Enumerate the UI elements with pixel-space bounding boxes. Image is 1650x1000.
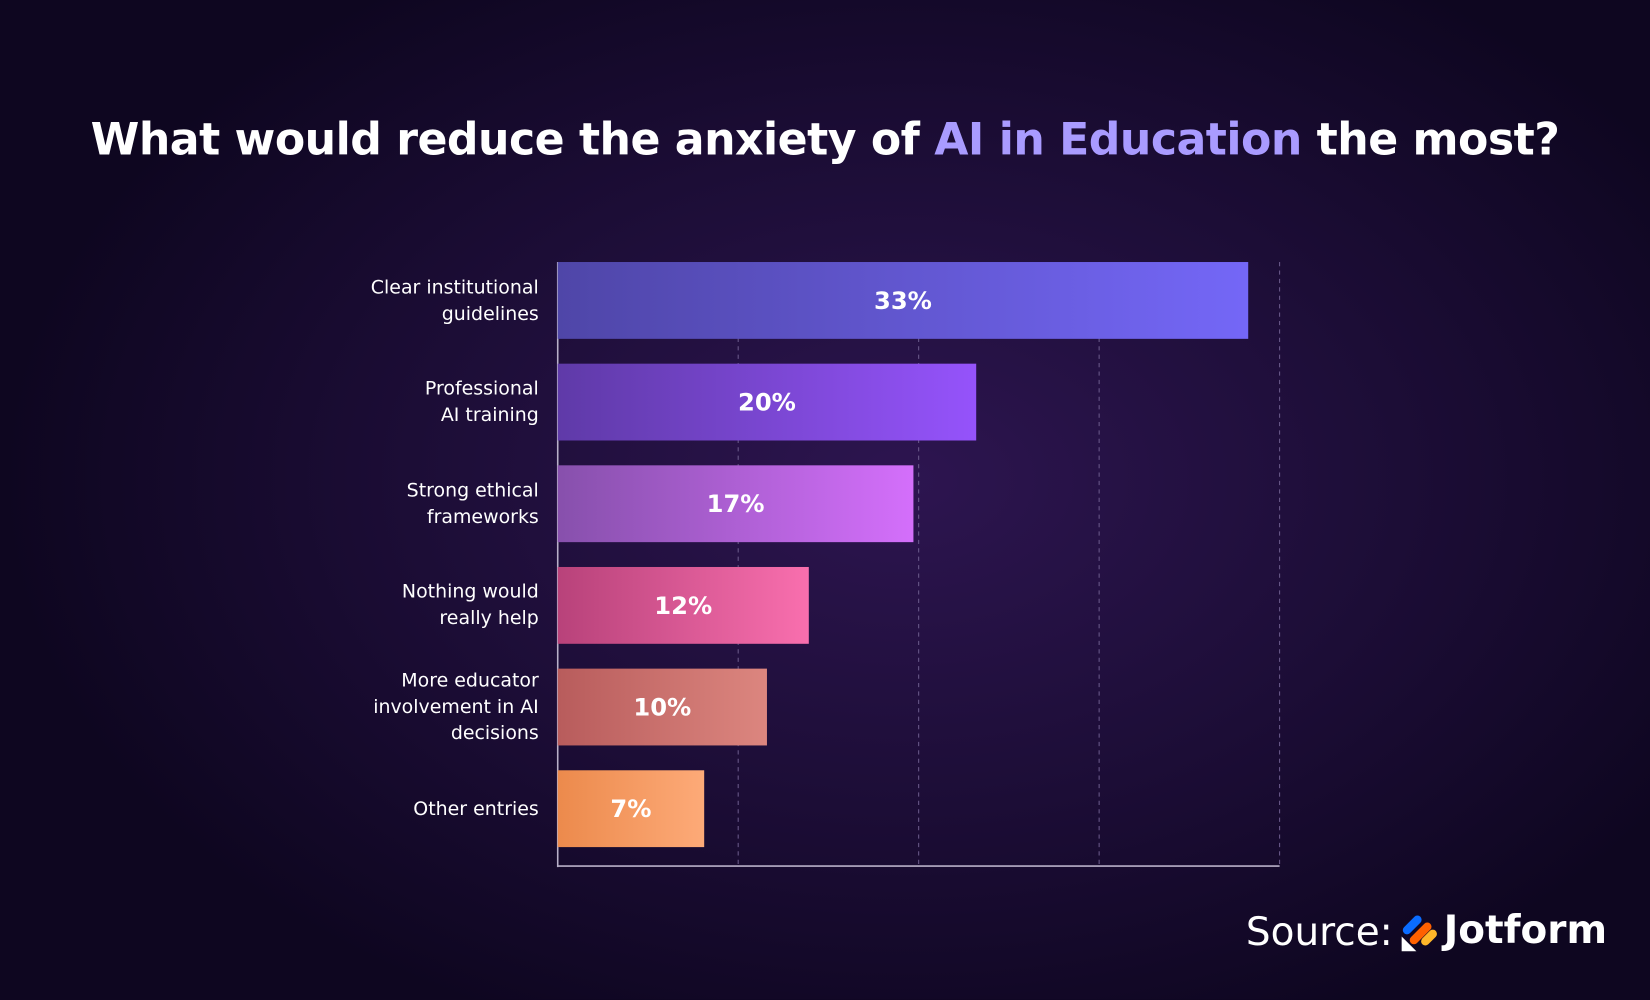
value-label: 20% [738,389,796,417]
brand-name: Jotform [1443,907,1608,953]
logo-part [1409,922,1432,945]
logo-icon [1401,915,1437,952]
logo-part [1402,915,1422,935]
category-label: Other entries [413,797,539,820]
value-label: 17% [707,490,765,518]
source-label: Source: [1245,909,1393,955]
bar [557,465,914,543]
value-label: 7% [610,795,651,823]
bar [557,668,767,746]
category-label: Strong ethical frameworks [406,479,539,528]
bar [557,566,809,644]
bar [557,363,977,441]
title-part: AI in Education [934,113,1302,166]
bar [557,262,1249,339]
chart-title: What would reduce the anxiety of AI in E… [0,114,1650,166]
title-part: What would reduce the anxiety of [90,113,935,166]
category-label: Professional AI training [424,377,539,427]
bar [557,770,705,848]
category-label: Clear institutional guidelines [370,276,539,325]
title-part: the most? [1301,113,1560,166]
category-label: More educator involvement in AI decision… [373,669,539,745]
value-label: 33% [874,287,932,315]
value-label: 12% [654,592,712,620]
logo-part [1421,929,1437,946]
value-label: 10% [633,693,691,721]
category-label: Nothing would really help [401,581,539,630]
